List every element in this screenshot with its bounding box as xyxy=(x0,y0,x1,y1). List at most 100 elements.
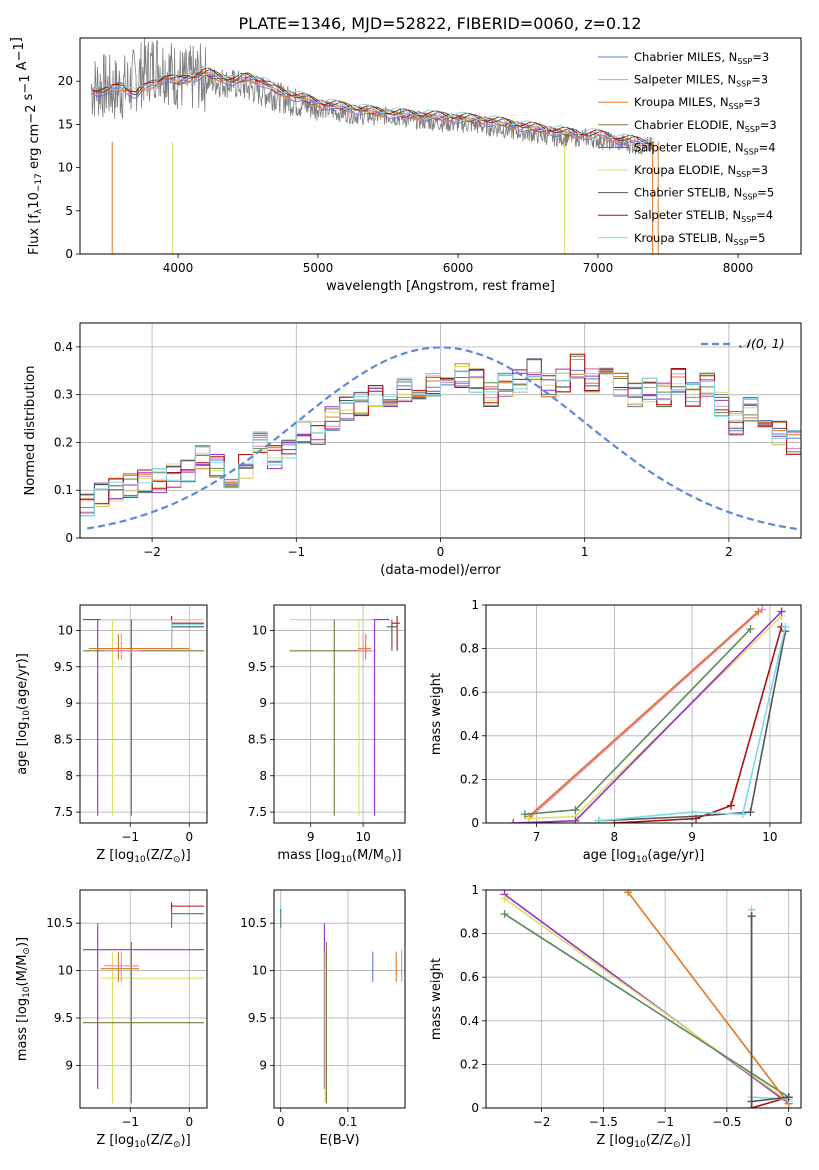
y-tick-label: 10 xyxy=(58,623,73,637)
x-tick-label: 0 xyxy=(185,1115,193,1129)
x-axis-label-part: ⊙ xyxy=(173,1140,181,1150)
y-axis-label-part: Flux [f xyxy=(27,214,42,255)
x-axis-label: mass [log10(M/M⊙)] xyxy=(277,848,401,865)
x-tick-label: 4000 xyxy=(163,261,194,275)
x-tick-label: −1 xyxy=(656,1115,674,1129)
panel-residual_hist: −2 −1 0 1 2 0 0.1 0.2 0.3 0.4 (data-model)/error No… xyxy=(23,322,802,578)
axes-frame xyxy=(273,889,406,1109)
weight-marker xyxy=(500,909,509,918)
y-tick-label: 8 xyxy=(259,769,267,783)
plot-area xyxy=(82,902,205,1104)
weight-series xyxy=(528,608,763,820)
x-tick-label: 10 xyxy=(355,830,370,844)
legend-entry-text: Chabrier MILES, N xyxy=(634,50,737,64)
legend-entry-sub: SSP xyxy=(745,125,760,134)
weight-series xyxy=(598,626,787,822)
y-tick-label: 8.5 xyxy=(248,732,267,746)
legend-entry-sub: SSP xyxy=(742,193,757,202)
y-axis-label: mass weight xyxy=(429,673,444,755)
normal-curve xyxy=(87,346,801,531)
y-axis-label: Normed distribution xyxy=(23,366,38,496)
legend-entry-value: =3 xyxy=(760,118,777,132)
x-axis-label-part: ⊙ xyxy=(173,855,181,865)
legend-entry-text: Chabrier STELIB, N xyxy=(634,186,742,200)
legend-entry-value: =3 xyxy=(751,163,768,177)
weight-marker xyxy=(520,810,529,819)
axes-frame xyxy=(79,322,802,539)
weight-marker xyxy=(747,1097,756,1106)
x-tick-label: 6000 xyxy=(443,261,474,275)
weight-marker xyxy=(571,816,580,823)
histogram-series xyxy=(80,359,801,517)
weight-series xyxy=(627,891,790,1105)
legend-entry-text: Salpeter ELODIE, N xyxy=(634,140,744,154)
y-axis-label-part: −1 xyxy=(12,42,27,61)
y-tick-label: 0.1 xyxy=(54,483,73,497)
weight-marker xyxy=(500,894,509,903)
model-salpeter_elodie xyxy=(170,73,570,136)
weight-series xyxy=(750,909,789,1101)
weight-marker xyxy=(746,808,755,817)
y-tick-label: 10 xyxy=(252,964,267,978)
legend-entry: Salpeter MILES, NSSP=3 xyxy=(634,73,768,89)
legend-entry-sub: SSP xyxy=(736,170,751,179)
x-tick-label: 8000 xyxy=(723,261,754,275)
y-axis-label-part: −2 xyxy=(24,105,39,124)
y-axis-label-part: 10 xyxy=(27,192,42,209)
legend-entry: Salpeter ELODIE, NSSP=4 xyxy=(634,140,776,156)
y-tick-label: 0.3 xyxy=(54,388,73,402)
legend-entry: Chabrier MILES, NSSP=3 xyxy=(634,50,769,66)
model-salpeter_stelib xyxy=(91,67,655,145)
weight-marker xyxy=(754,607,763,616)
y-tick-label: 0 xyxy=(65,531,73,545)
y-tick-label: 0.8 xyxy=(460,642,479,656)
y-axis-label-part: )] xyxy=(15,937,30,947)
y-axis-label-part: ] xyxy=(9,37,24,42)
x-axis-label-part: Z [log xyxy=(96,1133,134,1148)
x-tick-label: −0.5 xyxy=(712,1115,741,1129)
y-axis-label-part: −1 xyxy=(18,74,33,93)
x-tick-label: −2 xyxy=(143,545,161,559)
y-axis-label-part: age [log xyxy=(15,722,30,775)
legend-entry-sub: SSP xyxy=(729,102,744,111)
model-kroupa_miles xyxy=(91,71,655,147)
x-axis-label: wavelength [Angstrom, rest frame] xyxy=(326,279,555,294)
legend-entry: 𝒩(0, 1) xyxy=(739,336,785,351)
legend-entry-text: Kroupa MILES, N xyxy=(634,95,729,109)
x-tick-label: 10 xyxy=(762,830,777,844)
y-tick-label: 9.5 xyxy=(54,1011,73,1025)
model-kroupa_stelib xyxy=(91,66,655,143)
legend-entry: Chabrier ELODIE, NSSP=3 xyxy=(634,118,777,134)
x-axis-label: age [log10(age/yr)] xyxy=(583,848,705,865)
y-tick-label: 9 xyxy=(65,696,73,710)
x-axis-label-part: 10 xyxy=(634,1140,646,1150)
y-tick-label: 0 xyxy=(65,247,73,261)
legend-entry: Salpeter STELIB, NSSP=4 xyxy=(634,208,773,224)
y-tick-label: 9 xyxy=(65,1058,73,1072)
y-tick-label: 5 xyxy=(65,204,73,218)
y-tick-label: 0.2 xyxy=(460,1057,479,1071)
x-tick-label: 0.1 xyxy=(338,1115,357,1129)
weight-marker xyxy=(777,607,786,616)
plot-area xyxy=(90,38,659,254)
weight-series xyxy=(504,913,790,1098)
y-tick-label: 9.5 xyxy=(54,660,73,674)
x-axis-label-part: 10 xyxy=(134,1140,146,1150)
x-tick-label: 0 xyxy=(437,545,445,559)
x-axis-label-part: )] xyxy=(181,848,191,863)
weight-marker xyxy=(509,819,518,823)
legend-entry-text: Kroupa STELIB, N xyxy=(634,231,734,245)
legend-entry-text: Chabrier ELODIE, N xyxy=(634,118,745,132)
histogram-series xyxy=(80,367,801,517)
legend-entry-text: Kroupa ELODIE, N xyxy=(634,163,736,177)
legend-entry-value: =3 xyxy=(744,95,761,109)
x-axis-label-part: age [log xyxy=(583,848,636,863)
figure-title: PLATE=1346, MJD=52822, FIBERID=0060, z=0… xyxy=(238,14,641,33)
model-chabrier_elodie xyxy=(170,72,570,137)
x-tick-label: 0 xyxy=(185,830,193,844)
legend-entry-text: Salpeter MILES, N xyxy=(634,73,736,87)
legend-entry-value: =3 xyxy=(751,73,768,87)
x-axis-label-part: (age/yr)] xyxy=(647,848,704,863)
